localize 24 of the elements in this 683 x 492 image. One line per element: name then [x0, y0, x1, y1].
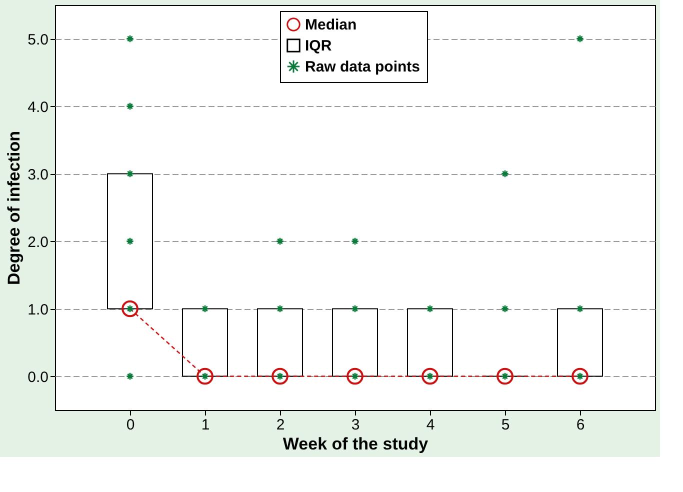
x-tick-label: 5: [501, 416, 510, 434]
legend-label: Median: [305, 16, 357, 34]
x-axis-title: Week of the study: [282, 434, 429, 454]
bar: [407, 308, 453, 377]
bar: [107, 173, 153, 310]
legend-label: Raw data points: [305, 58, 420, 76]
bar: [182, 308, 228, 377]
y-axis-title: Degree of infection: [4, 131, 24, 285]
x-tick-label: 1: [201, 416, 210, 434]
bar: [557, 308, 603, 377]
y-tick-label: 2.0: [28, 234, 48, 251]
y-tick-label: 4.0: [28, 98, 48, 116]
x-tick-label: 0: [126, 416, 135, 434]
x-tick-label: 3: [351, 416, 360, 434]
y-tick-label: 1.0: [28, 301, 48, 318]
x-tick-label: 4: [426, 416, 435, 434]
legend-label: IQR: [305, 38, 332, 54]
y-tick-label: 5.0: [28, 31, 48, 48]
x-tick-label: 2: [276, 416, 285, 434]
bar: [257, 308, 303, 377]
y-tick-label: 3.0: [28, 166, 48, 184]
x-tick-label: 6: [576, 416, 585, 434]
bar: [332, 308, 378, 377]
y-tick-label: 0.0: [28, 368, 48, 386]
